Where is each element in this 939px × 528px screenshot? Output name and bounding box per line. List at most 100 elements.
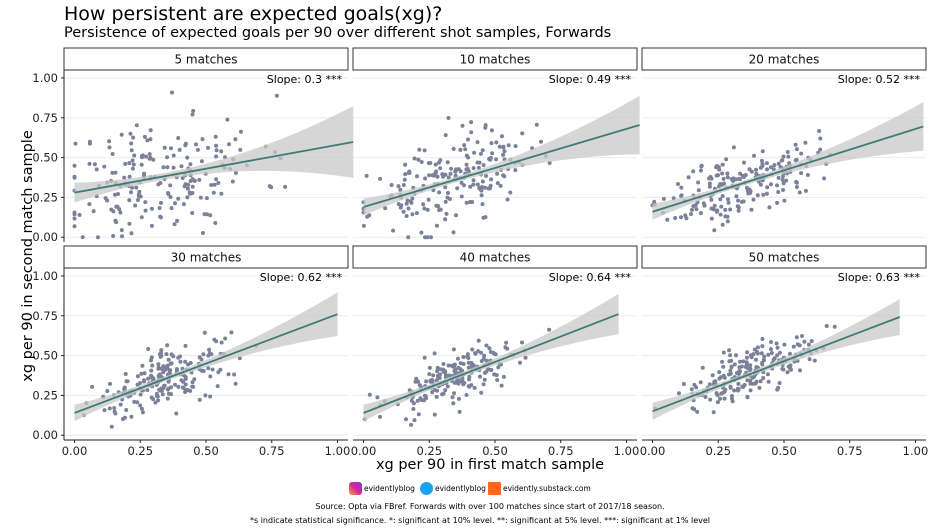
twitter-handle[interactable]: evidentlyblog xyxy=(420,482,486,495)
regression-line xyxy=(652,125,924,213)
scatter-point xyxy=(166,391,171,396)
scatter-point xyxy=(707,382,712,387)
scatter-point xyxy=(459,180,464,185)
scatter-point xyxy=(703,395,708,399)
scatter-point xyxy=(488,368,493,372)
scatter-point xyxy=(505,346,510,351)
facet-strip xyxy=(63,245,349,269)
scatter-point xyxy=(142,378,147,383)
scatter-point xyxy=(807,357,812,362)
scatter-point xyxy=(114,204,119,209)
scatter-point xyxy=(186,182,191,187)
scatter-point xyxy=(183,382,188,387)
substack-text: evidently.substack.com xyxy=(503,484,591,493)
scatter-point xyxy=(799,151,804,156)
scatter-point xyxy=(419,230,424,235)
scatter-point xyxy=(761,376,766,380)
facet-panel: 20 matches Slope: 0.52 *** xyxy=(641,47,927,238)
scatter-point xyxy=(446,363,451,368)
scatter-point xyxy=(113,170,118,175)
scatter-point xyxy=(454,213,458,218)
scatter-point xyxy=(721,373,726,378)
scatter-point xyxy=(446,116,451,120)
scatter-point xyxy=(364,173,369,178)
scatter-point xyxy=(684,216,689,221)
scatter-point xyxy=(466,360,471,365)
scatter-point xyxy=(407,169,412,174)
scatter-point xyxy=(174,411,179,416)
scatter-point xyxy=(139,371,144,376)
scatter-point xyxy=(466,365,471,370)
substack-handle[interactable]: evidently.substack.com xyxy=(488,482,591,495)
x-tick-label: 0.50 xyxy=(771,444,797,458)
scatter-point xyxy=(714,165,719,170)
scatter-point xyxy=(200,368,204,373)
scatter-point xyxy=(119,228,124,233)
scatter-point xyxy=(714,391,719,396)
scatter-point xyxy=(425,207,430,212)
scatter-point xyxy=(483,215,488,220)
y-tick-label: 0.25 xyxy=(32,190,58,204)
scatter-point xyxy=(185,186,190,191)
scatter-point xyxy=(403,162,408,167)
scatter-point xyxy=(375,395,380,400)
scatter-point xyxy=(166,386,171,391)
scatter-point xyxy=(482,353,487,358)
scatter-point xyxy=(138,403,143,408)
scatter-point xyxy=(748,388,753,393)
scatter-point xyxy=(188,179,193,183)
scatter-point xyxy=(191,108,196,113)
slope-annotation: Slope: 0.49 *** xyxy=(549,73,632,86)
scatter-point xyxy=(415,174,419,179)
scatter-point xyxy=(749,355,754,360)
scatter-point xyxy=(775,200,780,205)
scatter-point xyxy=(417,147,422,152)
scatter-point xyxy=(502,174,507,179)
scatter-point xyxy=(451,347,456,352)
scatter-point xyxy=(465,354,470,359)
scatter-point xyxy=(702,203,707,208)
scatter-point xyxy=(711,410,716,415)
scatter-point xyxy=(411,407,416,411)
scatter-point xyxy=(745,355,749,360)
instagram-handle[interactable]: evidentlyblog xyxy=(349,482,415,495)
scatter-point xyxy=(759,351,764,356)
scatter-point xyxy=(145,388,150,392)
scatter-point xyxy=(168,361,173,366)
scatter-point xyxy=(431,173,436,178)
scatter-point xyxy=(123,372,128,376)
scatter-point xyxy=(176,384,181,389)
scatter-point xyxy=(490,151,495,156)
scatter-point xyxy=(728,368,733,373)
scatter-point xyxy=(760,344,765,349)
scatter-point xyxy=(154,391,159,396)
scatter-point xyxy=(164,352,169,357)
scatter-point xyxy=(72,175,77,180)
scatter-point xyxy=(488,183,493,188)
scatter-point xyxy=(87,141,92,146)
scatter-point xyxy=(166,192,171,196)
scatter-point xyxy=(472,385,477,390)
scatter-point xyxy=(427,365,432,370)
scatter-point xyxy=(800,334,804,338)
scatter-point xyxy=(761,192,766,197)
scatter-point xyxy=(728,384,733,389)
scatter-point xyxy=(450,395,455,400)
scatter-point xyxy=(112,406,117,410)
scatter-point xyxy=(173,382,178,387)
scatter-point xyxy=(488,350,493,354)
scatter-point xyxy=(513,168,518,173)
scatter-point xyxy=(768,165,773,170)
scatter-point xyxy=(132,153,137,158)
y-tick-label: 0.75 xyxy=(32,111,58,125)
scatter-point xyxy=(712,379,717,384)
scatter-point xyxy=(105,389,110,393)
scatter-point xyxy=(471,166,476,171)
scatter-point xyxy=(426,197,431,202)
scatter-point xyxy=(689,387,694,392)
scatter-point xyxy=(752,347,757,352)
scatter-point xyxy=(745,395,750,400)
scatter-point xyxy=(113,218,118,223)
scatter-point xyxy=(794,147,799,152)
scatter-point xyxy=(699,211,703,216)
